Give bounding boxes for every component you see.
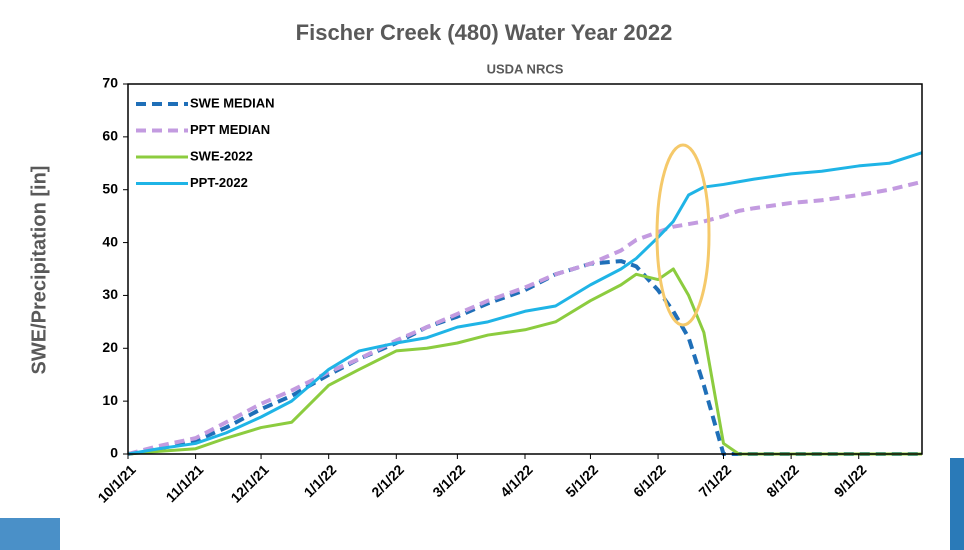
- legend-label: PPT-2022: [190, 175, 248, 190]
- legend-label: PPT MEDIAN: [190, 122, 270, 137]
- y-tick-label: 70: [102, 75, 118, 91]
- y-tick-label: 40: [102, 233, 118, 249]
- corner-decoration: [0, 518, 60, 550]
- series-line: [127, 179, 923, 456]
- series-line: [127, 151, 923, 456]
- legend-label: SWE-2022: [190, 148, 253, 163]
- chart-subtitle: USDA NRCS: [487, 61, 564, 76]
- y-tick-label: 10: [102, 392, 118, 408]
- highlight-ellipse: [655, 143, 711, 327]
- y-tick-label: 20: [102, 339, 118, 355]
- chart-title: Fischer Creek (480) Water Year 2022: [296, 20, 673, 45]
- y-tick-label: 0: [110, 445, 118, 461]
- legend-label: SWE MEDIAN: [190, 95, 275, 110]
- edge-decoration: [950, 458, 964, 550]
- y-tick-label: 30: [102, 286, 118, 302]
- y-axis-label: SWE/Precipitation [in]: [28, 166, 50, 375]
- y-tick-label: 50: [102, 180, 118, 196]
- y-tick-label: 60: [102, 128, 118, 144]
